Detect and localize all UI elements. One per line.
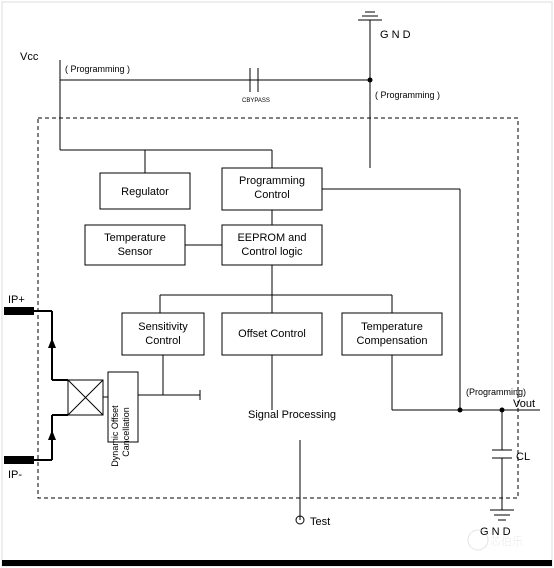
frame-border [2, 2, 552, 566]
gnd-top-label: G N D [380, 29, 411, 41]
sensitivity-label-2: Control [145, 335, 180, 347]
arrow-ip-down2 [48, 430, 56, 440]
temp-sensor-block [85, 225, 185, 265]
prog-control-label-2: Control [254, 189, 289, 201]
cl-label: CL [516, 451, 530, 463]
eeprom-label-1: EEPROM and [237, 232, 306, 244]
ip-plus-terminal [4, 307, 34, 315]
ip-plus-label: IP+ [8, 294, 25, 306]
test-label: Test [310, 516, 330, 528]
sensitivity-tap [163, 390, 200, 400]
svg-text:芯伯乐: 芯伯乐 [490, 534, 523, 548]
dyn-offset-label-2: Cancellation [121, 407, 131, 457]
ip-minus-label: IP- [8, 469, 22, 481]
temp-sensor-label-2: Sensor [118, 246, 153, 258]
offset-label: Offset Control [238, 328, 306, 340]
tempcomp-label-2: Compensation [357, 335, 428, 347]
eeprom-block [222, 225, 322, 265]
block-diagram: G N D Vcc ( Programming ) ( Programming … [0, 0, 554, 568]
hall-element [68, 380, 103, 415]
sensitivity-label-1: Sensitivity [138, 321, 188, 333]
temp-sensor-label-1: Temperature [104, 232, 166, 244]
sensitivity-block [122, 313, 204, 355]
cbypass-label: CBYPASS [242, 98, 270, 104]
ip-minus-terminal [4, 456, 34, 464]
gnd-top-symbol: G N D [358, 12, 411, 44]
vout-label: Vout [513, 398, 535, 410]
eeprom-label-2: Control logic [241, 246, 303, 258]
tempcomp-block [342, 313, 442, 355]
prog-left-label: ( Programming ) [65, 64, 130, 74]
regulator-label: Regulator [121, 186, 169, 198]
gnd-bottom-symbol: G N D [480, 510, 514, 538]
arrow-ip-down1 [48, 338, 56, 348]
prog-vout-label: (Programming) [466, 387, 526, 397]
dyn-offset-label-1: Dynamic Offset [110, 405, 120, 467]
frame-bottom-bar [2, 560, 552, 566]
vout-node [458, 408, 463, 413]
prog-control-label-1: Programming [239, 175, 305, 187]
prog-right-label: ( Programming ) [375, 90, 440, 100]
vcc-label: Vcc [20, 51, 39, 63]
tempcomp-label-1: Temperature [361, 321, 423, 333]
bypass-capacitor: CBYPASS [242, 68, 270, 104]
cl-capacitor: CL [492, 410, 530, 510]
signal-processing-label: Signal Processing [248, 409, 336, 421]
